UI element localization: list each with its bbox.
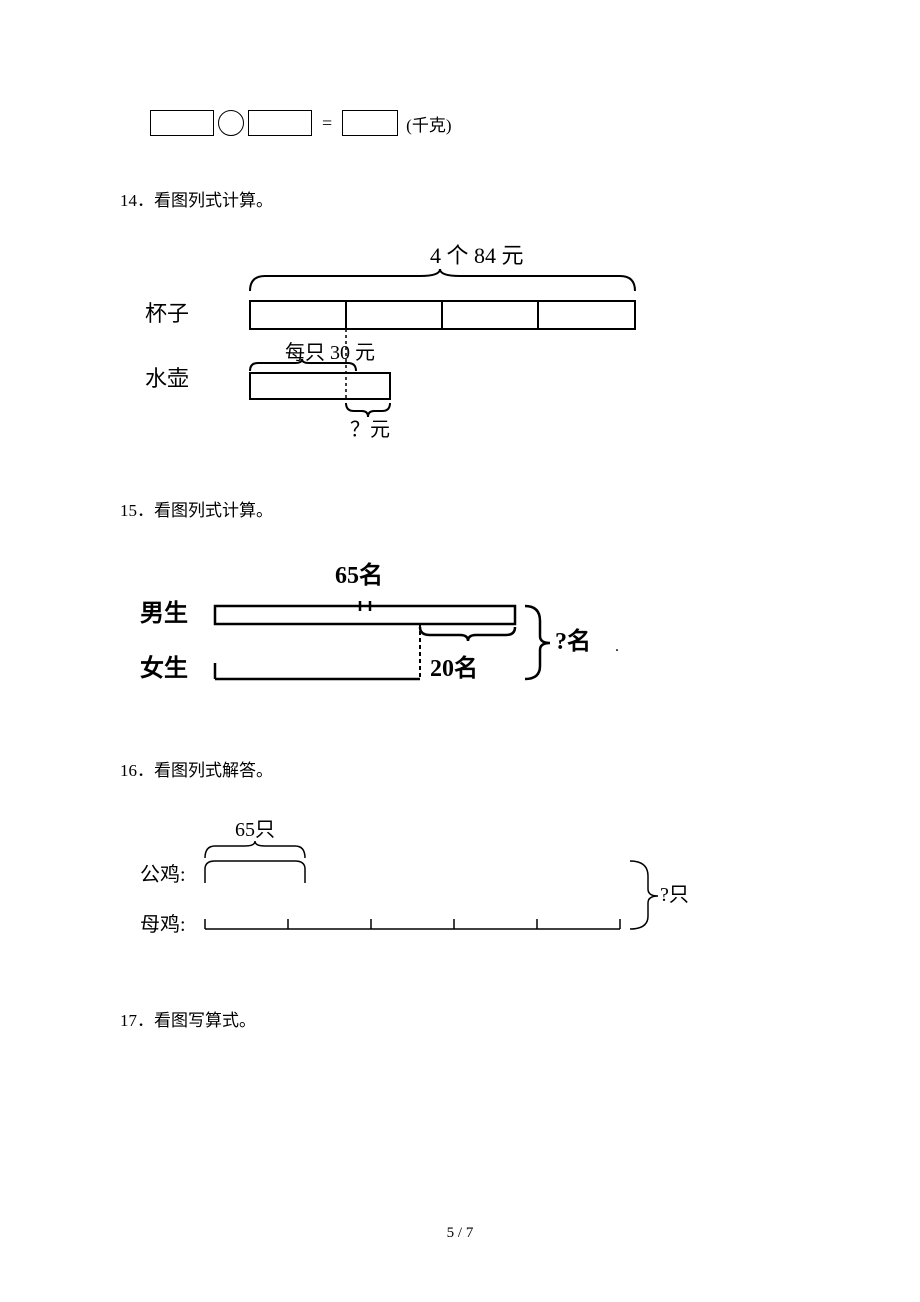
question-14-num: 14． <box>120 191 154 210</box>
unit-label: (千克) <box>406 111 451 136</box>
question-15-num: 15． <box>120 501 154 520</box>
d14-bottom-text: ？元 <box>350 419 390 441</box>
d16-total-label: ?只 <box>660 884 689 906</box>
d16-top-value: 65只 <box>235 819 275 841</box>
svg-text:.: . <box>615 638 619 655</box>
d16-row1-label: 公鸡: <box>140 863 186 886</box>
d16-row2-label: 母鸡: <box>140 913 186 936</box>
question-15: 15．看图列式计算。 <box>120 496 800 521</box>
d14-row1-label: 杯子 <box>145 301 189 326</box>
question-15-text: 看图列式计算。 <box>154 501 273 520</box>
d15-boys-bar <box>215 606 515 624</box>
question-17: 17．看图写算式。 <box>120 1006 800 1031</box>
d16-total-brace <box>630 861 658 929</box>
diagram-14: 杯子 水壶 4 个 84 元 每只 30 元 ？元 <box>120 241 800 446</box>
d15-top-value: 65名 <box>335 561 383 589</box>
question-14-text: 看图列式计算。 <box>154 191 273 210</box>
question-14: 14．看图列式计算。 <box>120 186 800 211</box>
question-17-num: 17． <box>120 1011 154 1030</box>
d14-top-brace <box>250 269 635 291</box>
d15-total-label: ?名 <box>555 627 591 655</box>
question-16-num: 16． <box>120 761 154 780</box>
result-box[interactable] <box>342 110 398 136</box>
d15-total-brace <box>525 606 550 679</box>
equals-sign: = <box>316 113 338 134</box>
d14-brace-top-text: 4 个 84 元 <box>430 243 524 268</box>
d14-row2-label: 水壶 <box>145 366 189 391</box>
d16-rooster-bar <box>205 861 305 883</box>
d14-bottom-brace <box>346 403 390 417</box>
d16-rooster-brace <box>205 841 305 858</box>
diagram-16: 公鸡: 母鸡: 65只 ?只 <box>120 811 800 956</box>
d15-row1-label: 男生 <box>140 600 188 627</box>
d14-mid-text: 每只 30 元 <box>285 341 375 364</box>
question-16-text: 看图列式解答。 <box>154 761 273 780</box>
equation-row: = (千克) <box>150 110 800 136</box>
question-16: 16．看图列式解答。 <box>120 756 800 781</box>
d14-pot-bar <box>250 373 390 399</box>
d15-row2-label: 女生 <box>140 654 188 682</box>
operator-circle[interactable] <box>218 110 244 136</box>
operand-box-1[interactable] <box>150 110 214 136</box>
d15-diff-value: 20名 <box>430 654 478 682</box>
page-number: 5 / 7 <box>0 1225 920 1242</box>
question-17-text: 看图写算式。 <box>154 1011 256 1030</box>
diagram-15: 男生 女生 65名 20名 ?名 . <box>120 551 800 706</box>
d15-diff-brace <box>420 627 515 641</box>
operand-box-2[interactable] <box>248 110 312 136</box>
